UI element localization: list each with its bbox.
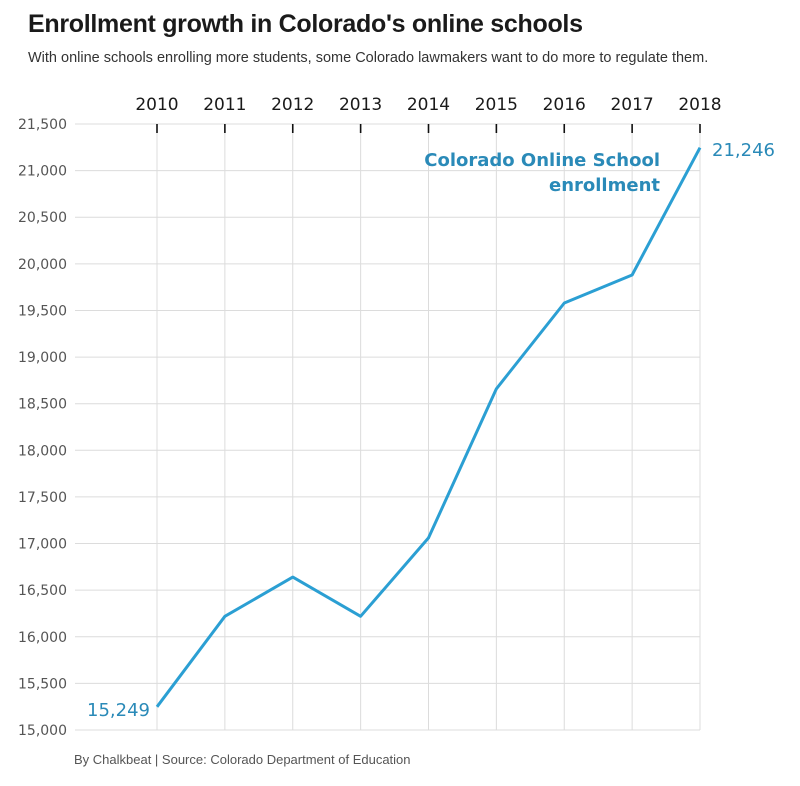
x-tick-label: 2015 [475,95,518,115]
x-axis-ticks [156,124,701,133]
x-axis-labels: 2010 2011 2012 2013 2014 2015 2016 2017 2018 [135,95,721,115]
y-tick-label: 17,000 [18,537,67,553]
y-tick-label: 21,500 [18,117,67,133]
source-note: By Chalkbeat | Source: Colorado Departme… [74,752,411,767]
chart-subtitle: With online schools enrolling more stude… [28,50,709,66]
y-tick-label: 18,000 [18,443,67,459]
chart-title: Enrollment growth in Colorado's online s… [28,10,583,38]
y-tick-label: 20,500 [18,210,67,226]
y-tick-label: 15,000 [18,723,67,739]
y-tick-label: 17,500 [18,490,67,506]
x-tick-label: 2018 [678,95,721,115]
y-tick-label: 19,500 [18,303,67,319]
y-tick-label: 18,500 [18,397,67,413]
y-tick-label: 15,500 [18,676,67,692]
x-tick-label: 2012 [271,95,314,115]
series-label-line-2: enrollment [549,175,660,196]
series-line [155,146,702,708]
series-label-line-1: Colorado Online School [424,150,660,171]
data-label-end: 21,246 [712,140,775,161]
x-tick-label: 2014 [407,95,450,115]
y-tick-label: 21,000 [18,164,67,180]
x-tick-label: 2017 [610,95,653,115]
x-tick-label: 2010 [135,95,178,115]
annotations: Colorado Online School enrollment 15,249… [87,140,775,721]
series-layer [155,146,702,708]
y-axis-labels: 15,000 15,500 16,000 16,500 17,000 17,500 18,0… [18,117,67,739]
data-label-start: 15,249 [87,700,150,721]
x-tick-label: 2013 [339,95,382,115]
y-tick-label: 20,000 [18,257,67,273]
y-tick-label: 19,000 [18,350,67,366]
x-gridlines [156,124,701,730]
y-gridlines [75,123,700,731]
y-tick-label: 16,000 [18,630,67,646]
y-tick-label: 16,500 [18,583,67,599]
x-tick-label: 2016 [543,95,586,115]
x-tick-label: 2011 [203,95,246,115]
